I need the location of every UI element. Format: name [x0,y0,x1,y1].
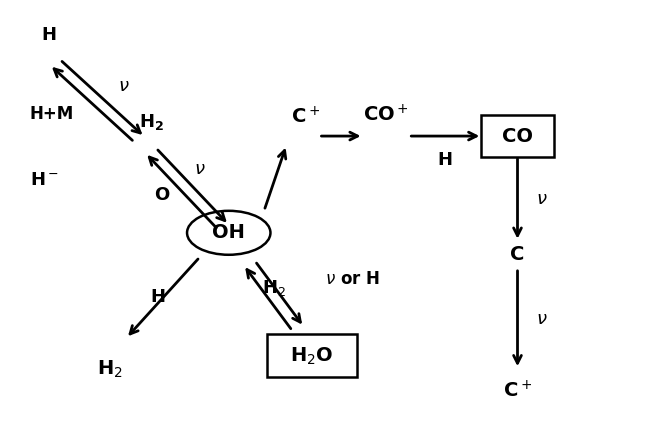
Text: H$_2$: H$_2$ [262,278,285,298]
Text: CO: CO [502,127,533,146]
Text: $\nu$: $\nu$ [194,160,205,178]
Text: H$^-$: H$^-$ [30,171,58,189]
Text: C: C [510,245,525,264]
Text: CO$^+$: CO$^+$ [363,104,409,125]
Text: H$_2$: H$_2$ [97,358,123,380]
Text: $\nu$ or H: $\nu$ or H [325,270,380,288]
Text: H: H [151,288,166,306]
Text: $\nu$: $\nu$ [118,77,130,95]
Text: C$^+$: C$^+$ [291,106,320,127]
Text: H+M: H+M [30,105,74,123]
Text: H$_2$O: H$_2$O [291,345,334,366]
Text: $\mathbf{H_2}$: $\mathbf{H_2}$ [139,112,164,132]
Text: OH: OH [213,223,245,242]
Text: O: O [154,186,169,204]
Text: H: H [438,151,453,169]
Text: C$^+$: C$^+$ [503,380,532,402]
Text: $\nu$: $\nu$ [536,310,548,327]
Text: $\nu$: $\nu$ [536,190,548,208]
Text: H: H [42,26,57,44]
